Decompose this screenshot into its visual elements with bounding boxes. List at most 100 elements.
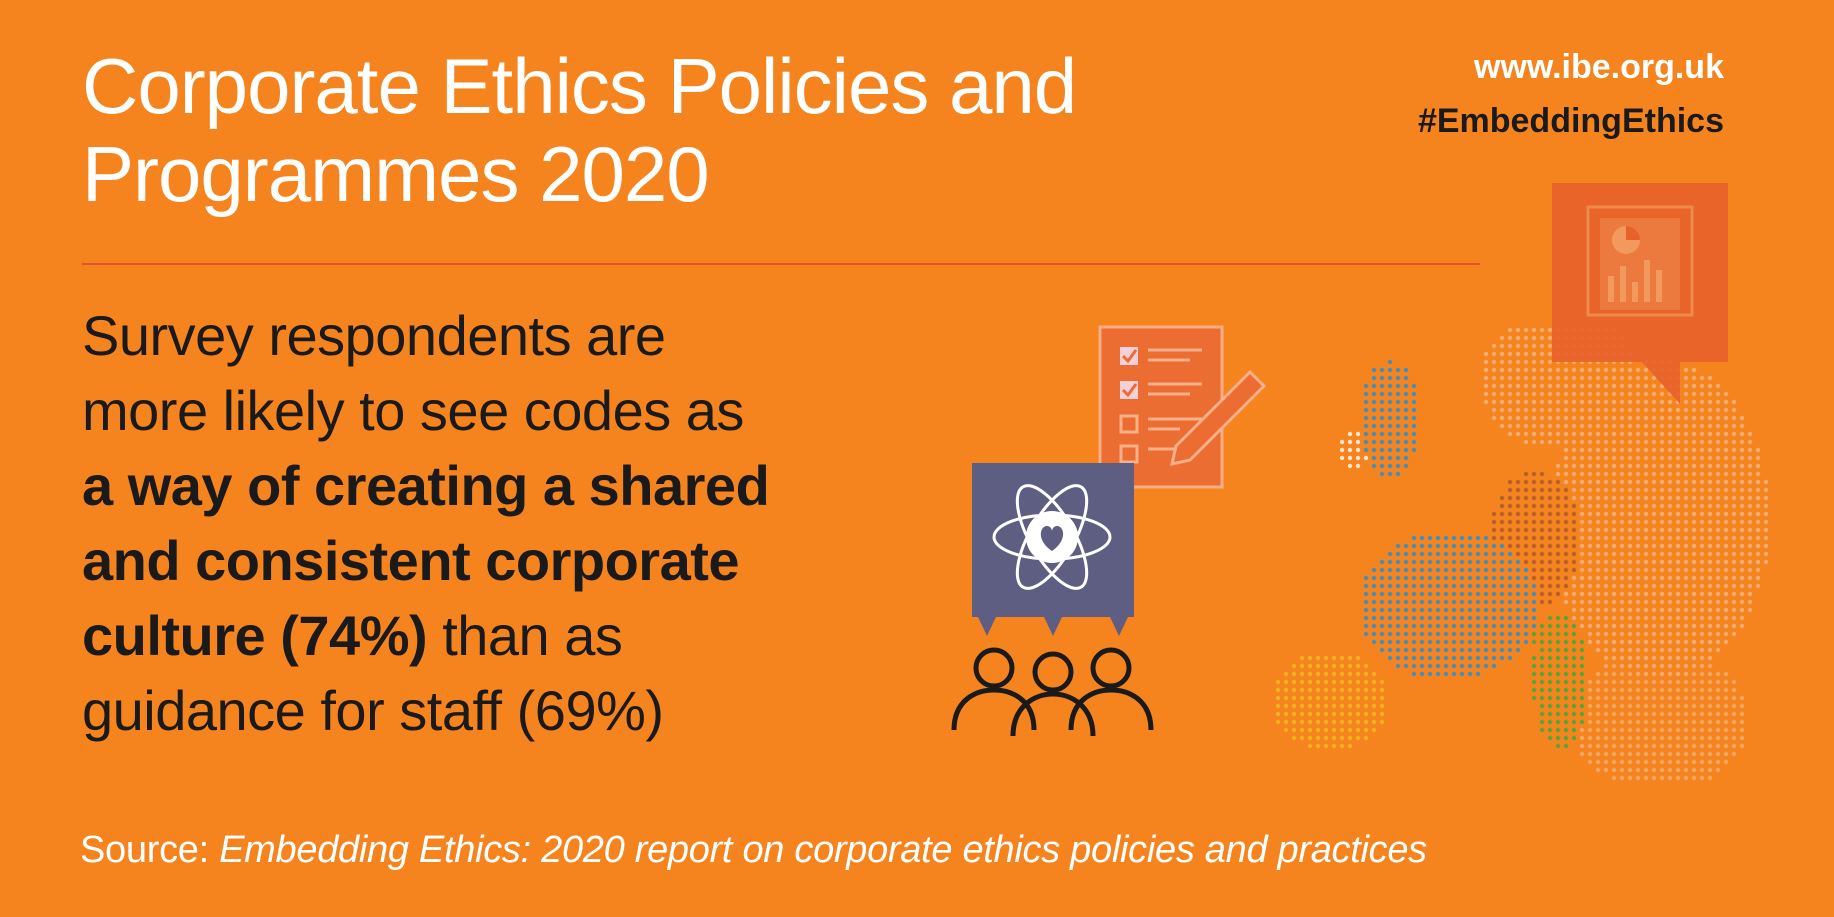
- map-dot: [1507, 567, 1513, 573]
- map-dot: [1691, 415, 1697, 421]
- map-dot: [1691, 679, 1697, 685]
- map-dot: [1635, 703, 1641, 709]
- map-dot: [1595, 407, 1601, 413]
- map-dot: [1579, 719, 1585, 725]
- map-dot: [1499, 415, 1505, 421]
- map-dot: [1691, 735, 1697, 741]
- map-dot: [1731, 559, 1737, 565]
- map-dot: [1579, 727, 1585, 733]
- map-dot: [1403, 615, 1409, 621]
- map-dot: [1307, 703, 1313, 709]
- map-dot: [1699, 759, 1705, 765]
- map-dot: [1691, 503, 1697, 509]
- map-dot: [1667, 583, 1673, 589]
- map-dot: [1283, 679, 1289, 685]
- map-dot: [1395, 559, 1401, 565]
- map-dot: [1419, 583, 1425, 589]
- map-dot: [1379, 623, 1385, 629]
- map-dot: [1339, 743, 1345, 749]
- map-dot: [1643, 383, 1649, 389]
- website-link[interactable]: www.ibe.org.uk: [1474, 48, 1724, 86]
- map-dot: [1731, 599, 1737, 605]
- map-dot: [1515, 631, 1521, 637]
- map-dot: [1571, 727, 1577, 733]
- map-dot: [1715, 711, 1721, 717]
- map-dot: [1579, 423, 1585, 429]
- map-dot: [1635, 759, 1641, 765]
- map-dot: [1347, 431, 1353, 437]
- map-dot: [1651, 551, 1657, 557]
- map-dot: [1595, 431, 1601, 437]
- map-dot: [1563, 551, 1569, 557]
- map-dot: [1539, 407, 1545, 413]
- map-dot: [1691, 727, 1697, 733]
- map-dot: [1627, 375, 1633, 381]
- map-dot: [1619, 623, 1625, 629]
- map-dot: [1739, 543, 1745, 549]
- map-dot: [1451, 559, 1457, 565]
- map-dot: [1547, 647, 1553, 653]
- map-dot: [1371, 383, 1377, 389]
- map-dot: [1659, 679, 1665, 685]
- map-dot: [1619, 727, 1625, 733]
- map-dot: [1723, 407, 1729, 413]
- map-dot: [1395, 639, 1401, 645]
- map-dot: [1395, 399, 1401, 405]
- map-dot: [1643, 471, 1649, 477]
- map-dot: [1571, 431, 1577, 437]
- map-dot: [1603, 719, 1609, 725]
- map-dot: [1547, 503, 1553, 509]
- map-dot: [1555, 495, 1561, 501]
- map-dot: [1675, 647, 1681, 653]
- map-dot: [1379, 471, 1385, 477]
- map-dot: [1675, 471, 1681, 477]
- map-dot: [1363, 735, 1369, 741]
- map-dot: [1611, 479, 1617, 485]
- map-dot: [1371, 455, 1377, 461]
- map-dot: [1723, 687, 1729, 693]
- map-dot: [1747, 527, 1753, 533]
- map-dot: [1611, 375, 1617, 381]
- map-dot: [1683, 543, 1689, 549]
- map-dot: [1475, 567, 1481, 573]
- map-dot: [1547, 423, 1553, 429]
- map-dot: [1699, 639, 1705, 645]
- map-dot: [1587, 463, 1593, 469]
- map-dot: [1403, 567, 1409, 573]
- map-dot: [1675, 519, 1681, 525]
- map-dot: [1291, 727, 1297, 733]
- map-dot: [1403, 367, 1409, 373]
- map-dot: [1539, 575, 1545, 581]
- map-dot: [1675, 735, 1681, 741]
- map-dot: [1531, 359, 1537, 365]
- map-dot: [1411, 639, 1417, 645]
- map-dot: [1299, 719, 1305, 725]
- map-dot: [1571, 399, 1577, 405]
- map-dot: [1635, 447, 1641, 453]
- map-dot: [1707, 383, 1713, 389]
- map-dot: [1587, 487, 1593, 493]
- map-dot: [1635, 535, 1641, 541]
- map-dot: [1619, 639, 1625, 645]
- map-dot: [1707, 375, 1713, 381]
- map-dot: [1459, 543, 1465, 549]
- map-dot: [1347, 439, 1353, 445]
- map-dot: [1667, 575, 1673, 581]
- map-dot: [1667, 727, 1673, 733]
- map-dot: [1491, 647, 1497, 653]
- map-dot: [1699, 583, 1705, 589]
- map-dot: [1523, 511, 1529, 517]
- map-dot: [1627, 727, 1633, 733]
- map-dot: [1587, 559, 1593, 565]
- map-dot: [1555, 479, 1561, 485]
- map-dot: [1451, 671, 1457, 677]
- map-dot: [1699, 407, 1705, 413]
- map-dot: [1427, 559, 1433, 565]
- map-dot: [1699, 695, 1705, 701]
- map-dot: [1723, 599, 1729, 605]
- map-dot: [1627, 455, 1633, 461]
- map-dot: [1707, 735, 1713, 741]
- map-dot: [1699, 511, 1705, 517]
- map-dot: [1651, 447, 1657, 453]
- map-dot: [1731, 495, 1737, 501]
